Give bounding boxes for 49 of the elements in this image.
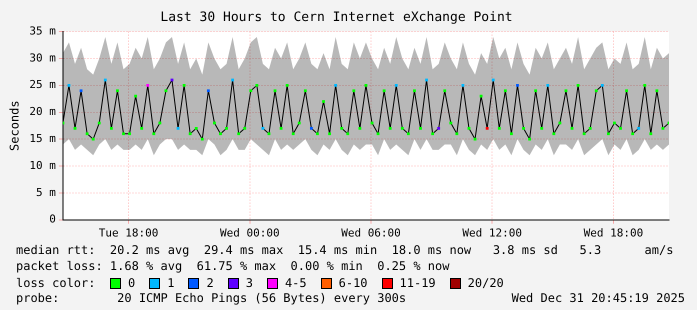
legend-label: 3 xyxy=(246,276,253,290)
point xyxy=(546,84,550,87)
text: probe: 20 ICMP Echo Pings (56 Bytes) every 300s xyxy=(16,291,406,307)
point xyxy=(425,78,428,82)
point xyxy=(310,126,313,130)
y-tick-label: 15 m xyxy=(29,132,56,145)
text: median rtt: 20.2 ms avg 29.4 ms max 15.4 ms min 18.0 ms now 3.8 ms sd 5.3 am/s xyxy=(16,243,674,259)
point xyxy=(437,126,440,130)
point xyxy=(231,78,234,82)
y-tick-label: 0 xyxy=(49,212,56,226)
legend-label: 0 xyxy=(128,276,136,290)
point xyxy=(104,78,107,82)
y-tick-label: 25 m xyxy=(29,78,56,92)
x-tick-label: Wed 18:00 xyxy=(584,226,644,240)
point xyxy=(176,126,180,130)
point xyxy=(492,78,495,82)
legend-title: loss color: xyxy=(16,276,96,290)
text: Wed Dec 31 20:45:19 2025 xyxy=(512,291,685,307)
point xyxy=(261,126,264,130)
point xyxy=(486,126,489,130)
x-tick-label: Wed 00:00 xyxy=(220,226,280,240)
legend-label: 2 xyxy=(206,276,214,290)
point xyxy=(394,84,398,87)
legend-label: 1 xyxy=(167,276,174,290)
chart-title: Last 30 Hours to Cern Internet eXchange Point xyxy=(160,10,513,26)
text: packet loss: 1.68 % avg 61.75 % max 0.00 % min 0.25 % now xyxy=(16,259,450,275)
point xyxy=(146,84,150,87)
x-tick-label: Wed 06:00 xyxy=(341,226,401,240)
y-tick-label: 30 m xyxy=(29,51,56,64)
point xyxy=(600,84,604,87)
x-tick-label: Wed 12:00 xyxy=(462,226,522,240)
point xyxy=(334,84,338,87)
y-tick-label: 5 m xyxy=(36,186,56,199)
x-tick-label: Tue 18:00 xyxy=(98,226,158,240)
legend-label: 4-5 xyxy=(284,276,307,290)
point xyxy=(68,84,70,87)
point xyxy=(80,89,82,92)
legend-label: 6-10 xyxy=(338,276,368,290)
y-tick-label: 10 m xyxy=(29,158,56,172)
y-tick-label: 20 m xyxy=(29,105,56,118)
y-tick-label: 35 m xyxy=(29,24,56,38)
point xyxy=(170,78,174,82)
point xyxy=(637,126,640,130)
legend-label: 11-19 xyxy=(400,276,436,290)
point xyxy=(206,89,210,92)
y-axis-title: Seconds xyxy=(7,100,22,151)
point xyxy=(516,84,519,87)
legend-label: 20/20 xyxy=(468,276,504,290)
point xyxy=(462,84,464,87)
